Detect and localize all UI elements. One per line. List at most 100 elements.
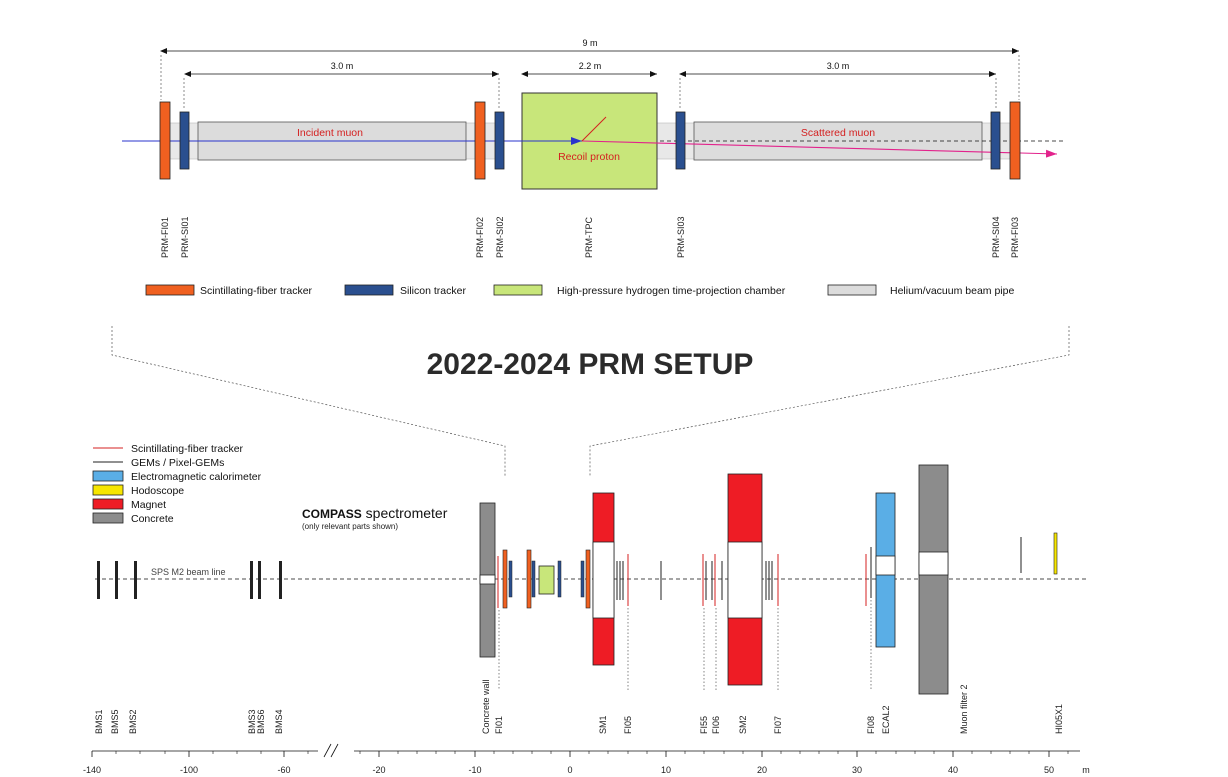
beamline-label: SPS M2 beam line — [151, 567, 226, 577]
sm1-trackers — [616, 554, 723, 606]
label-fi55: FI55 — [699, 716, 709, 734]
hi05x1-hodoscope — [1053, 532, 1058, 575]
position-axis: -140 -100 -60 -20 -10 0 10 20 30 40 50 m — [83, 743, 1090, 775]
dim-total-label: 9 m — [582, 38, 597, 48]
page-title: 2022-2024 PRM SETUP — [427, 348, 754, 381]
prm-si01-box — [179, 111, 190, 170]
label-bms1: BMS1 — [94, 709, 104, 734]
bms2-station — [134, 561, 137, 599]
label-fi07: FI07 — [773, 716, 783, 734]
tick-label: 50 — [1044, 765, 1054, 775]
legend-label-magnet: Magnet — [131, 499, 166, 511]
legend-label-pipe: Helium/vacuum beam pipe — [890, 285, 1014, 297]
label-hi05x1: HI05X1 — [1054, 704, 1064, 734]
dim-center: 2.2 m — [521, 61, 657, 77]
axis-break-left — [323, 743, 332, 758]
tick-label: 30 — [852, 765, 862, 775]
prm-fi01-box — [159, 101, 171, 180]
tick-label: -100 — [180, 765, 198, 775]
label-prm-si01: PRM-SI01 — [180, 216, 190, 258]
legend-swatch-concrete — [92, 512, 124, 524]
axis-unit: m — [1082, 765, 1090, 775]
prm-si03-box — [675, 111, 686, 170]
prm-legend: Scintillating-fiber tracker Silicon trac… — [145, 284, 1014, 297]
ecal2 — [875, 492, 896, 648]
dim-right: 3.0 m — [679, 61, 997, 110]
label-bms2: BMS2 — [128, 709, 138, 734]
label-muon-filter-2: Muon filter 2 — [959, 684, 969, 734]
label-fi06: FI06 — [711, 716, 721, 734]
label-sm2: SM2 — [738, 715, 748, 734]
scattered-muon-track — [581, 140, 1058, 158]
legend-swatch-ecal — [92, 470, 124, 482]
label-ecal2: ECAL2 — [881, 705, 891, 734]
legend-label-fiber: Scintillating-fiber tracker — [200, 285, 313, 297]
bms4-station — [279, 561, 282, 599]
label-prm-fi02: PRM-FI02 — [475, 217, 485, 258]
label-fi01: FI01 — [494, 716, 504, 734]
compass-name: COMPASS spectrometer — [302, 505, 448, 521]
legend-swatch-hodoscope — [92, 484, 124, 496]
sm1-magnet — [592, 492, 615, 666]
tick-label: 0 — [567, 765, 572, 775]
prm-setup: 9 m 3.0 m 2.2 m 3.0 m — [122, 38, 1066, 297]
tick-label: -60 — [277, 765, 290, 775]
label-bms3: BMS3 — [247, 709, 257, 734]
tick-label: 40 — [948, 765, 958, 775]
tick-label: 20 — [757, 765, 767, 775]
legend-swatch-fiber — [145, 284, 195, 296]
incident-muon-label: Incident muon — [297, 127, 363, 139]
bms1-station — [97, 561, 100, 599]
compass-name-bold: COMPASS — [302, 507, 362, 521]
legend-swatch-pipe — [827, 284, 877, 296]
label-prm-fi01: PRM-FI01 — [160, 217, 170, 258]
sm2-magnet — [727, 473, 763, 686]
label-prm-si03: PRM-SI03 — [676, 216, 686, 258]
label-prm-tpc: PRM-TPC — [584, 217, 594, 258]
axis-break-right — [330, 743, 339, 758]
label-bms4: BMS4 — [274, 709, 284, 734]
prm-mini-setup — [497, 549, 591, 609]
prm-fi03-box — [1009, 101, 1021, 180]
dim-center-label: 2.2 m — [579, 61, 602, 71]
label-prm-si04: PRM-SI04 — [991, 216, 1001, 258]
label-prm-fi03: PRM-FI03 — [1010, 217, 1020, 258]
tick-label: -10 — [468, 765, 481, 775]
bms-stations — [97, 561, 282, 599]
dim-total: 9 m — [160, 38, 1020, 100]
bms6-station — [258, 561, 261, 599]
tick-label: -20 — [372, 765, 385, 775]
legend-label-concrete: Concrete — [131, 513, 174, 525]
legend-label-silicon: Silicon tracker — [400, 285, 466, 297]
bms3-station — [250, 561, 253, 599]
concrete-wall-hole — [479, 574, 496, 585]
compass-name-rest: spectrometer — [362, 505, 448, 521]
legend-label-tpc: High-pressure hydrogen time-projection c… — [557, 285, 786, 297]
compass-labels: BMS1 BMS5 BMS2 BMS3 BMS6 BMS4 Concrete w… — [94, 679, 1064, 734]
legend-swatch-magnet — [92, 498, 124, 510]
bms5-station — [115, 561, 118, 599]
label-fi08: FI08 — [866, 716, 876, 734]
label-bms5: BMS5 — [110, 709, 120, 734]
dim-left: 3.0 m — [183, 61, 500, 110]
legend-swatch-silicon — [344, 284, 394, 296]
tick-label: -140 — [83, 765, 101, 775]
scattered-muon-label: Scattered muon — [801, 127, 875, 139]
compass-legend: Scintillating-fiber tracker GEMs / Pixel… — [92, 443, 262, 525]
label-prm-si02: PRM-SI02 — [495, 216, 505, 258]
compass-subtitle: (only relevant parts shown) — [302, 522, 398, 531]
label-sm1: SM1 — [598, 715, 608, 734]
recoil-proton-label: Recoil proton — [558, 151, 620, 163]
label-bms6: BMS6 — [256, 709, 266, 734]
dim-left-label: 3.0 m — [331, 61, 354, 71]
label-fi05: FI05 — [623, 716, 633, 734]
legend-label-scifi: Scintillating-fiber tracker — [131, 443, 244, 455]
muon-filter-2 — [918, 464, 949, 695]
tick-label: 10 — [661, 765, 671, 775]
legend-swatch-tpc — [493, 284, 543, 296]
prm-si04-box — [990, 111, 1001, 170]
recoil-proton-track — [581, 116, 607, 142]
legend-label-gem: GEMs / Pixel-GEMs — [131, 457, 224, 469]
label-leaders — [498, 600, 872, 690]
